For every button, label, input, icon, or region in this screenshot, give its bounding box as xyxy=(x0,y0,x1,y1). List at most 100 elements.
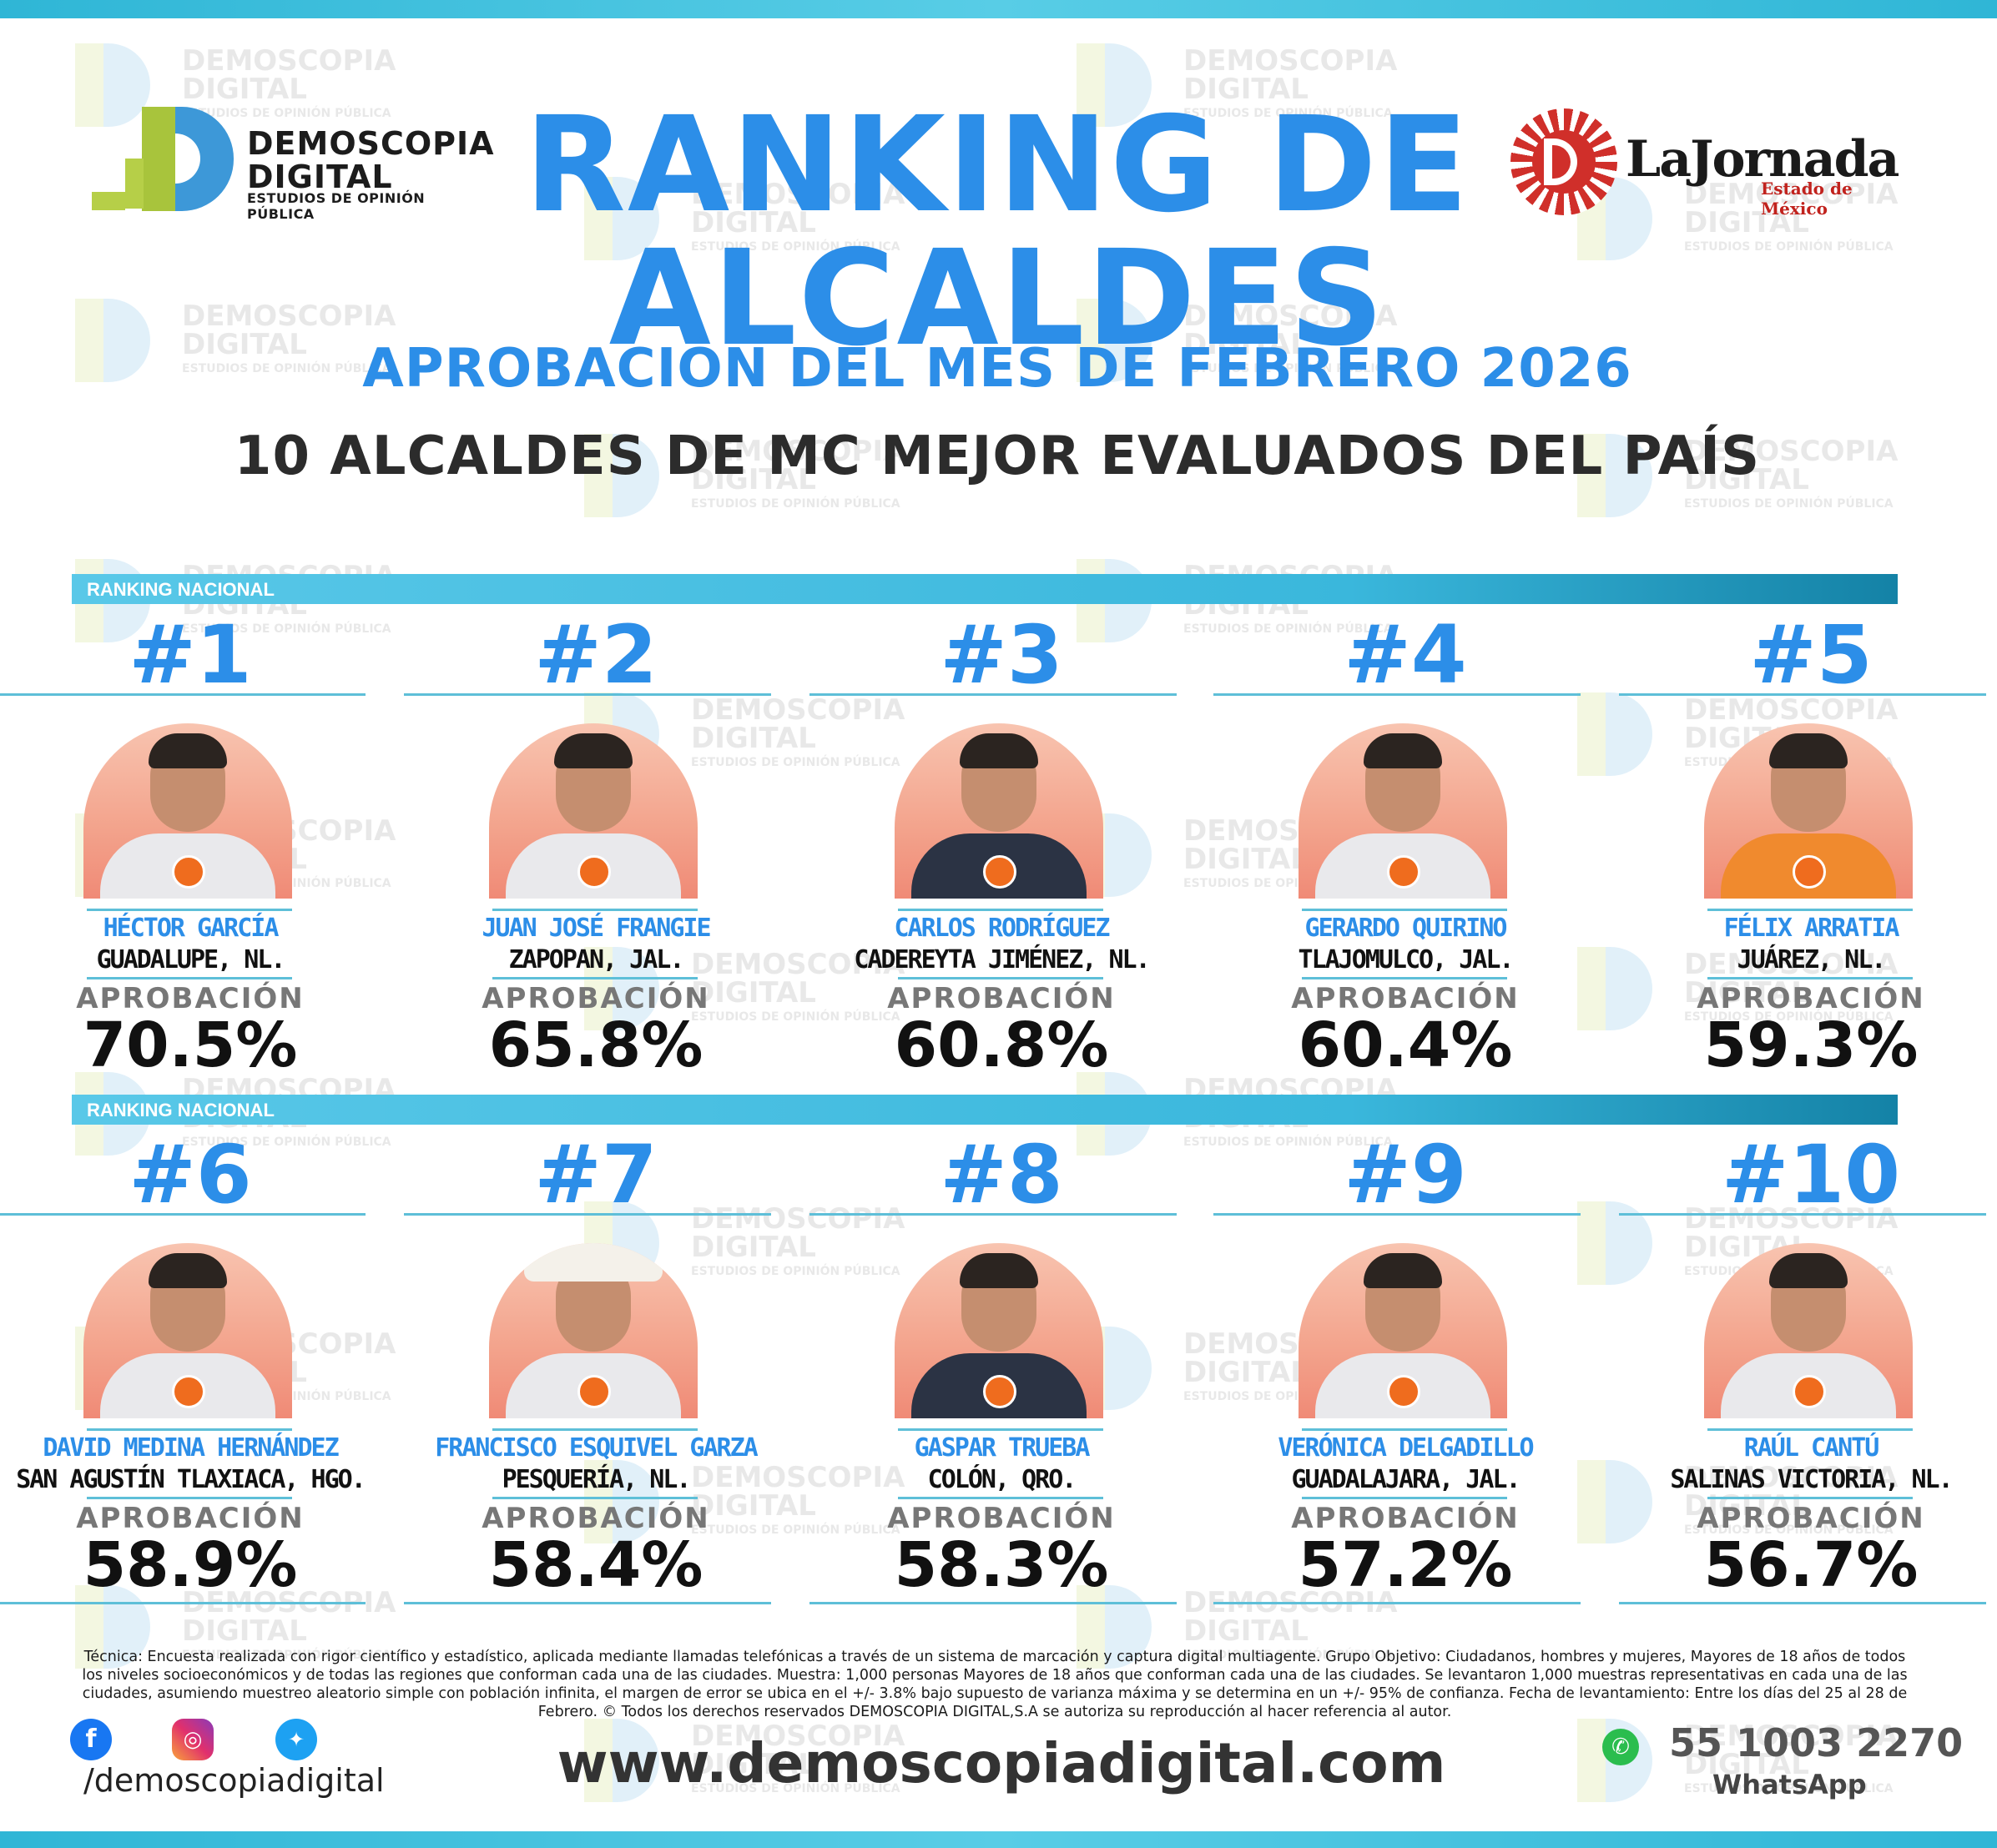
mayor-card: #3 CARLOS RODRÍGUEZ CADEREYTA JIMÉNEZ, NL.… xyxy=(809,608,1177,1079)
mayor-card: #5 FÉLIX ARRATIA JUÁREZ, NL. APROBACIÓN 59.3… xyxy=(1619,608,1986,1079)
logo-wordmark: DEMOSCOPIA DIGITAL xyxy=(247,127,495,194)
approval-label: APROBACIÓN xyxy=(482,1502,710,1535)
rank-number: #8 xyxy=(940,1128,1063,1221)
ranking-bar-bottom: RANKING NACIONAL xyxy=(72,1095,1898,1125)
twitter-icon[interactable]: ✦ xyxy=(275,1719,317,1760)
ranking-bar-top: RANKING NACIONAL xyxy=(72,574,1898,604)
mayor-municipality: GUADALAJARA, JAL. xyxy=(1291,1465,1520,1494)
social-handle[interactable]: /demoscopiadigital xyxy=(83,1762,385,1799)
whatsapp-icon[interactable]: ✆ xyxy=(1602,1729,1639,1765)
party-badge-icon xyxy=(1793,1375,1826,1408)
whatsapp-label: WhatsApp xyxy=(1712,1769,1867,1800)
rank-number: #5 xyxy=(1749,608,1873,702)
methodology-note: Técnica: Encuesta realizada con rigor ci… xyxy=(82,1649,1908,1720)
approval-value: 57.2% xyxy=(1298,1529,1513,1601)
mayor-card: #9 VERÓNICA DELGADILLO GUADALAJARA, JAL. AP… xyxy=(1213,1128,1581,1604)
approval-label: APROBACIÓN xyxy=(482,982,710,1015)
website-link[interactable]: www.demoscopiadigital.com xyxy=(557,1731,1446,1795)
mayor-municipality: TLAJOMULCO, JAL. xyxy=(1298,945,1515,974)
approval-label: APROBACIÓN xyxy=(1697,1502,1925,1535)
approval-label: APROBACIÓN xyxy=(1291,982,1520,1015)
approval-value: 56.7% xyxy=(1703,1529,1919,1601)
demoscopia-d-icon xyxy=(92,107,234,215)
party-badge-icon xyxy=(983,1375,1016,1408)
mayor-municipality: ZAPOPAN, JAL. xyxy=(508,945,685,974)
rank-number: #10 xyxy=(1721,1128,1901,1221)
approval-value: 58.3% xyxy=(894,1529,1109,1601)
rank-number: #9 xyxy=(1344,1128,1467,1221)
mayor-name: HÉCTOR GARCÍA xyxy=(103,914,280,943)
mayor-municipality: CADEREYTA JIMÉNEZ, NL. xyxy=(854,945,1150,974)
la-jornada-logo: LaJornada Estado de México xyxy=(1510,108,1903,219)
partner-subtitle: Estado de México xyxy=(1761,179,1853,219)
mayor-card: #2 JUAN JOSÉ FRANGIE ZAPOPAN, JAL. APROBACI… xyxy=(404,608,771,1079)
rank-number: #6 xyxy=(129,1128,252,1221)
mayor-card: #8 GASPAR TRUEBA COLÓN, QRO. APROBACIÓN 58.3… xyxy=(809,1128,1177,1604)
mayor-municipality: GUADALUPE, NL. xyxy=(96,945,286,974)
rank-number: #3 xyxy=(940,608,1063,702)
mayor-name: FÉLIX ARRATIA xyxy=(1723,914,1900,943)
logo-tagline: ESTUDIOS DE OPINIÓN PÚBLICA xyxy=(247,190,426,222)
mayor-photo xyxy=(489,723,698,899)
mayor-photo xyxy=(1704,723,1913,899)
phone-number[interactable]: 55 1003 2270 xyxy=(1669,1720,1964,1765)
ranking-label: RANKING NACIONAL xyxy=(87,579,275,600)
demoscopia-logo: DEMOSCOPIA DIGITAL ESTUDIOS DE OPINIÓN P… xyxy=(92,107,494,222)
mayor-card: #7 FRANCISCO ESQUIVEL GARZA PESQUERÍA, NL.… xyxy=(404,1128,771,1604)
mayor-photo xyxy=(1299,1243,1507,1418)
title-line-2: ALCALDES xyxy=(608,222,1386,375)
instagram-icon[interactable]: ◎ xyxy=(172,1719,214,1760)
approval-value: 58.4% xyxy=(488,1529,703,1601)
mayor-photo xyxy=(1704,1243,1913,1418)
party-badge-icon xyxy=(1387,1375,1420,1408)
facebook-icon[interactable]: f xyxy=(70,1719,112,1760)
rank-number: #1 xyxy=(129,608,252,702)
approval-value: 60.4% xyxy=(1298,1010,1513,1081)
mayor-name: RAÚL CANTÚ xyxy=(1743,1433,1880,1463)
ranking-label: RANKING NACIONAL xyxy=(87,1100,275,1120)
approval-value: 70.5% xyxy=(83,1010,298,1081)
mayor-card: #1 HÉCTOR GARCÍA GUADALUPE, NL. APROBACIÓN 7… xyxy=(0,608,366,1079)
partner-name: LaJornada xyxy=(1626,130,1899,189)
mayor-card: #6 DAVID MEDINA HERNÁNDEZ SAN AGUSTÍN TLAX… xyxy=(0,1128,366,1604)
page-headline: 10 ALCALDES DE MC MEJOR EVALUADOS DEL PA… xyxy=(234,425,1761,487)
approval-value: 59.3% xyxy=(1703,1010,1919,1081)
mayor-municipality: SAN AGUSTÍN TLAXIACA, HGO. xyxy=(16,1465,366,1494)
mayor-municipality: JUÁREZ, NL. xyxy=(1737,945,1887,974)
party-badge-icon xyxy=(1387,855,1420,889)
approval-label: APROBACIÓN xyxy=(1291,1502,1520,1535)
approval-value: 60.8% xyxy=(894,1010,1109,1081)
approval-label: APROBACIÓN xyxy=(1697,982,1925,1015)
approval-label: APROBACIÓN xyxy=(76,1502,305,1535)
party-badge-icon xyxy=(172,1375,205,1408)
rank-number: #7 xyxy=(534,1128,658,1221)
approval-value: 58.9% xyxy=(83,1529,298,1601)
mayor-card: #4 GERARDO QUIRINO TLAJOMULCO, JAL. APROBAC… xyxy=(1213,613,1581,1079)
top-accent-bar xyxy=(0,0,1997,18)
mayor-photo xyxy=(895,723,1103,899)
mayor-photo xyxy=(895,1243,1103,1418)
logo-line-1: DEMOSCOPIA xyxy=(247,125,495,162)
mayor-photo xyxy=(1299,723,1507,899)
party-badge-icon xyxy=(577,1375,611,1408)
rank-number: #2 xyxy=(534,608,658,702)
bottom-accent-bar xyxy=(0,1831,1997,1848)
mayor-card: #10 RAÚL CANTÚ SALINAS VICTORIA, NL. APROBA… xyxy=(1619,1128,1986,1604)
mayor-name: GERARDO QUIRINO xyxy=(1304,914,1508,943)
mayor-photo xyxy=(489,1243,698,1418)
mayor-name: DAVID MEDINA HERNÁNDEZ xyxy=(43,1433,339,1463)
mayor-photo xyxy=(83,723,292,899)
page-title: RANKING DE ALCALDES xyxy=(467,98,1527,365)
